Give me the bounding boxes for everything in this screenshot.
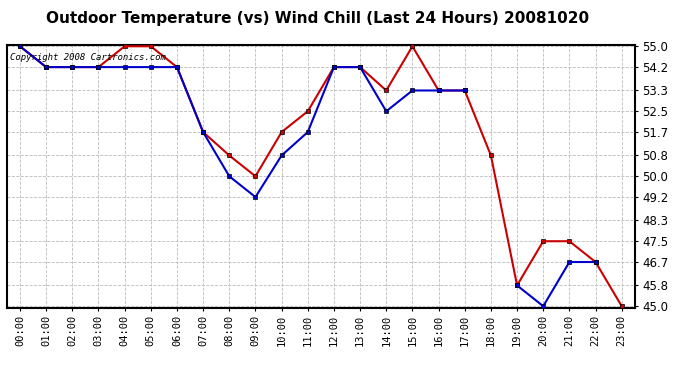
Text: Outdoor Temperature (vs) Wind Chill (Last 24 Hours) 20081020: Outdoor Temperature (vs) Wind Chill (Las… bbox=[46, 11, 589, 26]
Text: Copyright 2008 Cartronics.com: Copyright 2008 Cartronics.com bbox=[10, 53, 166, 62]
